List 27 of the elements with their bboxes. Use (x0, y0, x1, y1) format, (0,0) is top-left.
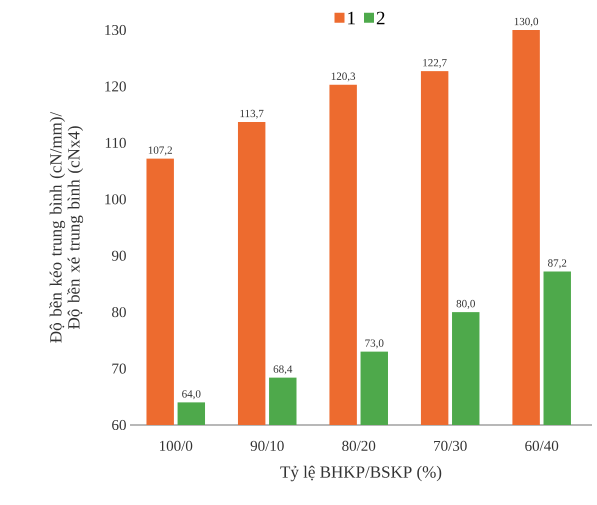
data-label: 120,3 (332, 72, 356, 82)
y-tick-label: 80 (112, 307, 126, 318)
y-tick-label: 70 (112, 364, 126, 374)
y-tick-label: 130 (105, 24, 126, 36)
data-label: 87,2 (548, 259, 566, 268)
legend-label: 2 (376, 12, 384, 24)
legend-label: 1 (348, 12, 355, 24)
data-label: 73,0 (365, 339, 384, 348)
y-tick-label: 90 (112, 250, 126, 261)
x-tick-label: 80/20 (342, 440, 376, 451)
data-label: 122,7 (423, 59, 447, 68)
y-tick-label: 100 (105, 194, 126, 204)
data-label: 64,0 (182, 390, 201, 400)
data-label: 80,0 (456, 300, 475, 309)
y-tick-label: 110 (106, 138, 126, 148)
x-axis-title: Tỷ lệ BHKP/BSKP (%) (280, 466, 442, 482)
x-tick-label: 70/30 (434, 440, 467, 451)
data-label: 68,4 (274, 365, 292, 374)
y-tick-label: 120 (105, 81, 126, 92)
y-tick-label: 60 (112, 420, 126, 430)
x-tick-label: 60/40 (525, 440, 558, 451)
data-label: 113,7 (240, 110, 264, 119)
data-label: 130,0 (514, 18, 538, 27)
x-tick-label: 100/0 (160, 440, 192, 451)
data-label: 107,2 (148, 146, 172, 156)
y-axis-title: Độ bền kéo trung bình (cN/mm)/ Độ bền xé trung bình (cNx4) (49, 112, 84, 343)
x-tick-label: 90/10 (250, 440, 284, 451)
